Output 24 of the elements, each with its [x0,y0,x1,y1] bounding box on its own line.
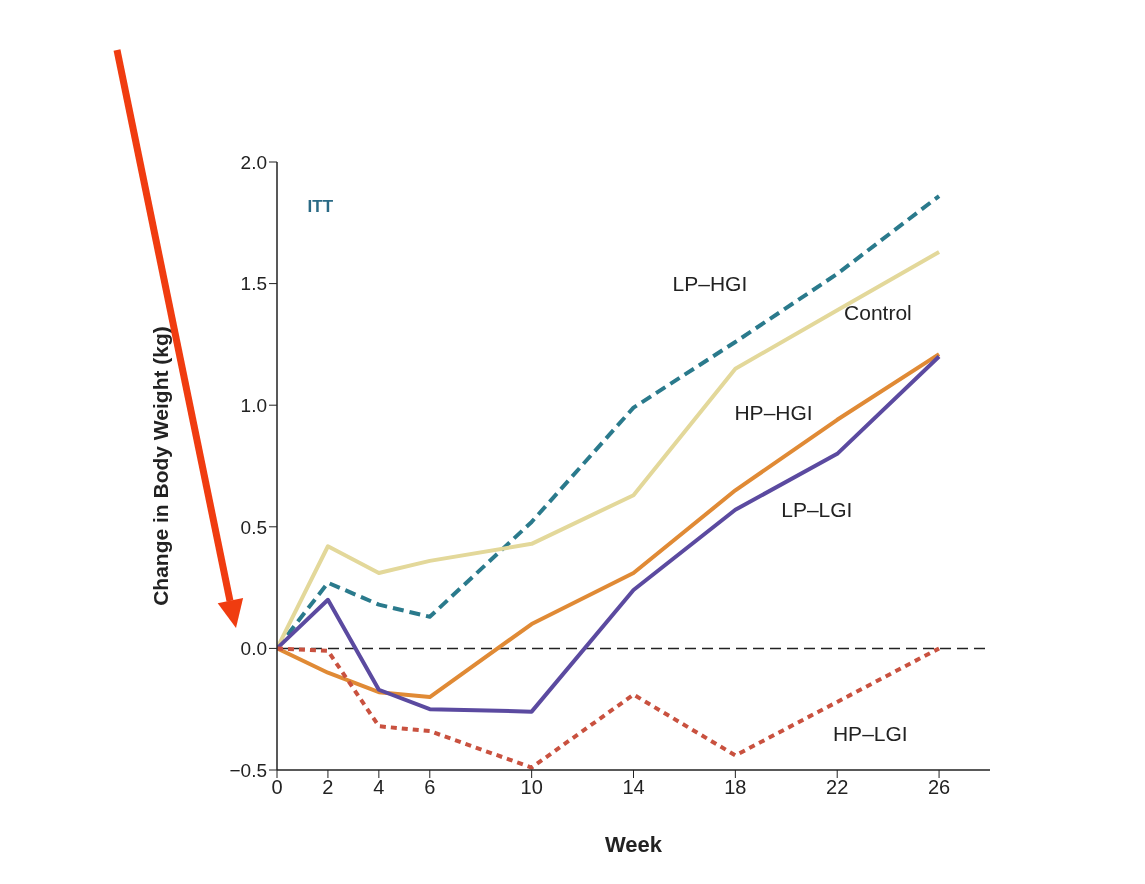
line-series [277,646,942,770]
y-tick-label: 0.0 [240,638,267,660]
y-tick-label: 1.5 [240,273,267,295]
x-tick-label: 26 [927,776,951,799]
y-tick-label: 1.0 [240,394,267,416]
y-tick-label: −0.5 [229,759,267,781]
x-tick-label: 18 [724,776,747,799]
annotation: ITT [307,196,334,216]
series-label: Control [844,301,912,325]
x-tick-label: 6 [424,776,436,799]
series-label: HP–LGI [832,721,908,745]
x-tick-label: 14 [622,776,645,799]
series-label: LP–HGI [672,272,748,296]
x-axis-title: Week [604,832,663,857]
y-tick-label: 0.5 [240,516,267,538]
y-tick-label: 2.0 [240,151,267,173]
x-tick-label: 10 [520,776,543,799]
x-tick-label: 0 [271,776,283,799]
y-axis-title: Change in Body Weight (kg) [149,326,173,606]
x-tick-label: 4 [373,776,385,799]
series-label: HP–HGI [734,400,813,424]
series-label: LP–LGI [781,498,853,522]
x-tick-label: 22 [826,776,849,799]
x-tick-label: 2 [322,776,334,799]
